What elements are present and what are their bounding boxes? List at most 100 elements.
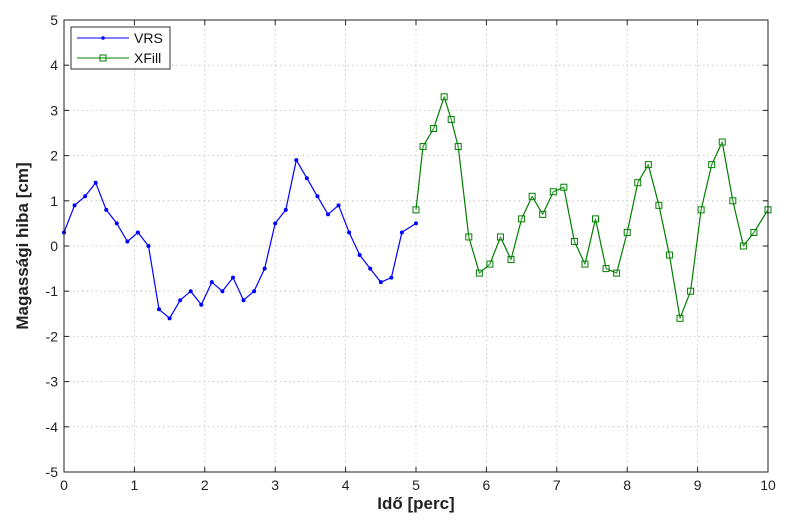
x-tick-label: 10 — [760, 477, 776, 493]
data-point-xfill — [697, 206, 705, 214]
data-point-vrs — [135, 230, 140, 235]
grid — [64, 20, 768, 472]
data-point-xfill — [581, 260, 589, 268]
legend-marker-xfill — [99, 54, 107, 62]
data-point-vrs — [178, 298, 183, 303]
data-point-xfill — [496, 233, 504, 241]
x-tick-label: 2 — [201, 477, 209, 493]
data-point-xfill — [539, 210, 547, 218]
x-axis-label: Idő [perc] — [377, 494, 454, 513]
x-tick-label: 3 — [271, 477, 279, 493]
data-point-xfill — [518, 215, 526, 223]
data-point-xfill — [440, 93, 448, 101]
data-point-vrs — [252, 289, 257, 294]
legend-item-xfill: XFill — [77, 50, 161, 66]
y-tick-label: 1 — [50, 193, 58, 209]
legend-label-vrs: VRS — [134, 30, 163, 46]
data-point-vrs — [241, 298, 246, 303]
data-point-vrs — [315, 194, 320, 199]
data-point-xfill — [549, 188, 557, 196]
data-point-xfill — [676, 314, 684, 322]
y-tick-label: -4 — [46, 419, 59, 435]
data-point-vrs — [294, 158, 299, 163]
data-point-xfill — [623, 228, 631, 236]
x-tick-label: 8 — [623, 477, 631, 493]
series-layer — [62, 93, 772, 322]
x-tick-label: 7 — [553, 477, 561, 493]
data-point-xfill — [507, 256, 515, 264]
data-point-xfill — [570, 237, 578, 245]
data-point-xfill — [486, 260, 494, 268]
data-point-vrs — [230, 275, 235, 280]
data-point-xfill — [447, 115, 455, 123]
series-line-xfill — [415, 96, 769, 319]
x-tick-label: 9 — [694, 477, 702, 493]
legend-item-vrs: VRS — [77, 30, 163, 46]
y-axis-label: Magassági hiba [cm] — [13, 162, 32, 329]
y-tick-label: 5 — [50, 12, 58, 28]
data-point-xfill — [718, 138, 726, 146]
data-point-xfill — [475, 269, 483, 277]
data-point-xfill — [412, 206, 420, 214]
data-point-vrs — [368, 266, 373, 271]
data-point-vrs — [304, 176, 309, 181]
data-point-vrs — [167, 316, 172, 321]
data-point-xfill — [560, 183, 568, 191]
data-point-xfill — [750, 228, 758, 236]
y-tick-label: -3 — [46, 374, 59, 390]
data-point-vrs — [414, 221, 418, 226]
y-tick-label: 3 — [50, 102, 58, 118]
data-point-vrs — [336, 203, 341, 208]
data-point-xfill — [687, 287, 695, 295]
data-point-xfill — [665, 251, 673, 259]
legend: VRS XFill — [70, 26, 171, 70]
data-point-xfill — [465, 233, 473, 241]
y-tick-label: 0 — [50, 238, 58, 254]
data-point-vrs — [262, 266, 267, 271]
data-point-vrs — [157, 307, 162, 312]
y-tick-label: -1 — [46, 283, 59, 299]
data-point-xfill — [634, 179, 642, 187]
y-tick-label: -2 — [46, 328, 59, 344]
data-point-vrs — [209, 280, 214, 285]
series-vrs — [62, 158, 418, 321]
data-point-xfill — [739, 242, 747, 250]
data-point-vrs — [273, 221, 278, 226]
data-point-vrs — [93, 180, 98, 185]
data-point-xfill — [613, 269, 621, 277]
data-point-xfill — [708, 161, 716, 169]
y-tick-label: -5 — [46, 464, 59, 480]
data-point-xfill — [454, 143, 462, 151]
data-point-xfill — [644, 161, 652, 169]
data-point-vrs — [188, 289, 193, 294]
data-point-vrs — [125, 239, 130, 244]
data-point-vrs — [146, 244, 151, 248]
x-tick-label: 5 — [412, 477, 420, 493]
legend-marker-vrs — [101, 36, 105, 40]
data-point-vrs — [104, 207, 109, 212]
data-point-xfill — [430, 124, 438, 132]
x-tick-label: 1 — [131, 477, 139, 493]
y-tick-label: 4 — [50, 57, 58, 73]
data-point-vrs — [72, 203, 77, 208]
data-point-vrs — [347, 230, 352, 235]
ticks: 0 1 2 3 4 5 6 7 8 9 10 -5 -4 -3 -2 -1 0 1 2 3 4 5 — [46, 12, 776, 493]
data-point-xfill — [655, 201, 663, 209]
legend-box — [70, 26, 171, 70]
x-tick-label: 4 — [342, 477, 350, 493]
data-point-xfill — [528, 192, 536, 200]
series-line-vrs — [63, 159, 417, 319]
data-point-xfill — [602, 265, 610, 273]
data-point-vrs — [326, 212, 330, 217]
data-point-vrs — [114, 221, 119, 226]
y-tick-label: 2 — [50, 148, 58, 164]
x-tick-label: 6 — [483, 477, 491, 493]
data-point-vrs — [389, 275, 394, 280]
data-point-xfill — [592, 215, 600, 223]
series-xfill — [412, 93, 772, 322]
data-point-xfill — [729, 197, 737, 205]
data-point-xfill — [419, 143, 427, 151]
data-point-vrs — [83, 194, 88, 199]
x-tick-label: 0 — [60, 477, 68, 493]
